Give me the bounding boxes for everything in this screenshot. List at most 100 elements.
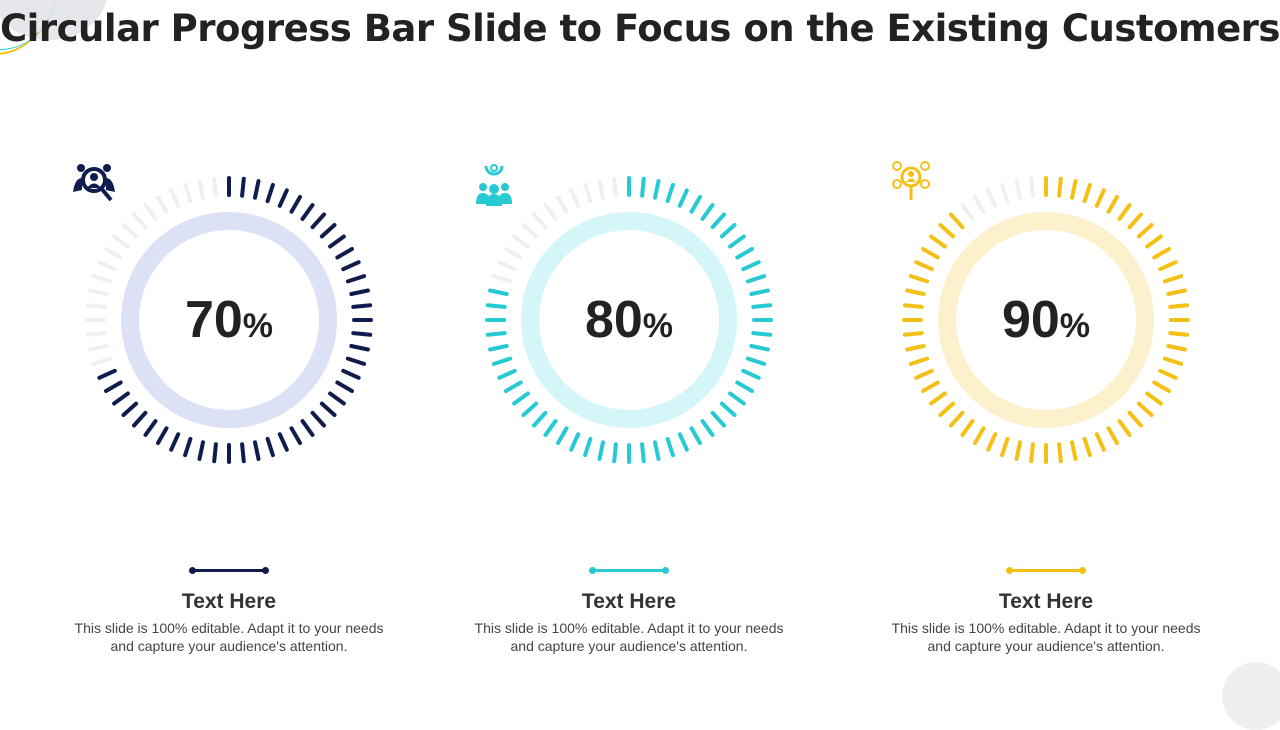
progress-tick [1070, 179, 1078, 200]
progress-tick [569, 432, 581, 452]
progress-tick [91, 274, 113, 284]
progress-tick [710, 212, 726, 230]
progress-tick [277, 432, 289, 452]
progress-tick [97, 260, 117, 272]
progress-tick [949, 212, 965, 230]
progress-tick [491, 274, 513, 284]
customer-network-icon [892, 161, 930, 200]
progress-tick [735, 380, 754, 393]
progress-tick [351, 303, 373, 309]
progress-tick [183, 436, 193, 458]
progress-tick [960, 203, 975, 221]
progress-tick [532, 212, 548, 230]
progress-tick [640, 442, 646, 464]
progress-tick [512, 234, 530, 249]
progress-tick [1000, 436, 1010, 458]
progress-tick [583, 182, 593, 204]
progress-ring [938, 212, 1154, 428]
progress-tick [735, 247, 754, 260]
progress-tick [949, 410, 965, 428]
progress-tick [973, 426, 986, 445]
progress-tick [1162, 356, 1184, 366]
progress-tick [597, 179, 605, 200]
progress-tick [121, 223, 139, 239]
progress-tick [1117, 419, 1132, 437]
progress-tick [277, 188, 289, 208]
progress-tick [751, 331, 773, 337]
progress-tick [300, 419, 315, 437]
progress-tick [85, 331, 107, 337]
progress-tick [319, 401, 337, 417]
progress-tick [1029, 442, 1035, 464]
progress-tick [1145, 234, 1163, 249]
progress-tick [653, 440, 661, 461]
progress-tick [197, 179, 205, 200]
progress-tick [556, 195, 569, 214]
progress-tick [1152, 380, 1171, 393]
progress-tick [905, 344, 926, 352]
progress-tick [132, 410, 148, 428]
decorative-circle [1222, 662, 1280, 730]
progress-tick [929, 391, 947, 406]
progress-tick [85, 303, 107, 309]
progress-tick [1168, 303, 1190, 309]
progress-tick [504, 380, 523, 393]
progress-tick [521, 401, 539, 417]
progress-tick [1166, 288, 1187, 296]
progress-tick [97, 368, 117, 380]
progress-ring [121, 212, 337, 428]
percent-value: 70% [184, 291, 274, 349]
progress-tick [289, 195, 302, 214]
progress-tick [497, 260, 517, 272]
progress-tick [1162, 274, 1184, 284]
divider [1006, 567, 1086, 574]
circular-progress [485, 176, 773, 464]
progress-tick [253, 179, 261, 200]
progress-card: 90% Text Here This slide is 100% editabl… [886, 160, 1206, 660]
progress-tick [741, 260, 761, 272]
progress-tick [745, 274, 767, 284]
progress-tick [986, 188, 998, 208]
progress-tick [1082, 436, 1092, 458]
progress-tick [689, 426, 702, 445]
progress-tick [929, 234, 947, 249]
progress-tick [612, 442, 618, 464]
progress-tick [677, 432, 689, 452]
progress-tick [253, 440, 261, 461]
progress-tick [240, 176, 246, 198]
progress-tick [960, 419, 975, 437]
progress-tick [310, 212, 326, 230]
progress-tick [689, 195, 702, 214]
progress-tick [700, 419, 715, 437]
progress-tick [597, 440, 605, 461]
progress-tick [485, 303, 507, 309]
progress-tick [749, 288, 770, 296]
progress-tick [902, 331, 924, 337]
progress-tick [556, 426, 569, 445]
progress-tick [265, 436, 275, 458]
progress-tick [504, 247, 523, 260]
progress-tick [88, 288, 109, 296]
percent-value: 90% [1001, 291, 1091, 349]
progress-tick [665, 182, 675, 204]
progress-tick [653, 179, 661, 200]
progress-tick [710, 410, 726, 428]
progress-tick [728, 391, 746, 406]
progress-tick [1094, 188, 1106, 208]
card-title: Text Here [998, 590, 1094, 613]
progress-tick [328, 391, 346, 406]
progress-tick [156, 426, 169, 445]
progress-tick [938, 401, 956, 417]
progress-tick [1014, 440, 1022, 461]
progress-tick [212, 442, 218, 464]
progress-tick [1136, 223, 1154, 239]
progress-tick [543, 419, 558, 437]
progress-tick [728, 234, 746, 249]
progress-tick [749, 344, 770, 352]
progress-tick [1029, 176, 1035, 198]
progress-tick [169, 188, 181, 208]
progress-tick [183, 182, 193, 204]
progress-tick [1014, 179, 1022, 200]
card-title: Text Here [181, 590, 277, 613]
progress-tick [1145, 391, 1163, 406]
